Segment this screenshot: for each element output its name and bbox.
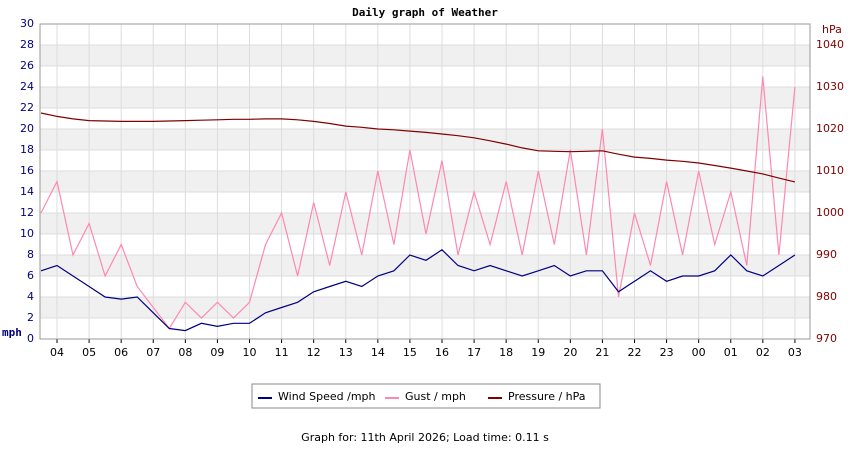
y-tick-label: 2 <box>27 311 34 324</box>
y2-tick-label: 1000 <box>816 206 844 219</box>
x-tick-label: 05 <box>82 346 96 359</box>
x-tick-label: 18 <box>499 346 513 359</box>
x-tick-label: 08 <box>178 346 192 359</box>
y-tick-label: 0 <box>27 332 34 345</box>
y2-axis-label: hPa <box>822 23 842 36</box>
legend-label: Gust / mph <box>405 390 466 403</box>
x-tick-label: 22 <box>628 346 642 359</box>
x-tick-label: 15 <box>403 346 417 359</box>
y-tick-label: 16 <box>20 164 34 177</box>
y-tick-label: 28 <box>20 38 34 51</box>
y-tick-label: 6 <box>27 269 34 282</box>
x-tick-label: 20 <box>563 346 577 359</box>
grid-band <box>40 87 810 108</box>
y-tick-label: 12 <box>20 206 34 219</box>
x-tick-label: 09 <box>210 346 224 359</box>
y2-tick-label: 1010 <box>816 164 844 177</box>
y-tick-label: 20 <box>20 122 34 135</box>
y2-tick-label: 970 <box>816 332 837 345</box>
x-tick-label: 04 <box>50 346 64 359</box>
x-tick-label: 19 <box>531 346 545 359</box>
plot-frame <box>39 23 811 340</box>
legend-label: Pressure / hPa <box>508 390 586 403</box>
x-tick-label: 07 <box>146 346 160 359</box>
grid-band <box>40 129 810 150</box>
y-tick-label: 8 <box>27 248 34 261</box>
y2-tick-label: 1020 <box>816 122 844 135</box>
x-tick-label: 23 <box>660 346 674 359</box>
x-tick-label: 21 <box>595 346 609 359</box>
x-tick-label: 10 <box>243 346 257 359</box>
series-line <box>40 112 796 183</box>
x-tick-label: 03 <box>788 346 802 359</box>
grid-band <box>40 255 810 276</box>
y-tick-label: 4 <box>27 290 34 303</box>
chart-title: Daily graph of Weather <box>352 6 498 19</box>
y2-tick-label: 990 <box>816 248 837 261</box>
y2-tick-label: 1030 <box>816 80 844 93</box>
y-axis-label: mph <box>2 326 22 339</box>
x-tick-label: 17 <box>467 346 481 359</box>
x-tick-label: 12 <box>307 346 321 359</box>
x-tick-label: 00 <box>692 346 706 359</box>
grid-band <box>40 297 810 318</box>
x-tick-label: 16 <box>435 346 449 359</box>
x-tick-label: 06 <box>114 346 128 359</box>
x-tick-label: 13 <box>339 346 353 359</box>
y-tick-label: 26 <box>20 59 34 72</box>
legend-label: Wind Speed /mph <box>278 390 376 403</box>
legend-box <box>251 383 601 409</box>
series-line <box>40 249 796 332</box>
y-tick-label: 30 <box>20 17 34 30</box>
series-line <box>40 76 796 330</box>
y-tick-label: 24 <box>20 80 34 93</box>
x-tick-label: 11 <box>275 346 289 359</box>
y2-tick-label: 980 <box>816 290 837 303</box>
y2-tick-label: 1040 <box>816 38 844 51</box>
grid-band <box>40 171 810 192</box>
footer: Graph for: 11th April 2026; Load time: 0… <box>301 431 549 444</box>
grid-band <box>40 45 810 66</box>
x-tick-label: 02 <box>756 346 770 359</box>
y-tick-label: 10 <box>20 227 34 240</box>
grid-band <box>40 213 810 234</box>
x-tick-label: 01 <box>724 346 738 359</box>
x-tick-label: 14 <box>371 346 385 359</box>
y-tick-label: 22 <box>20 101 34 114</box>
y-tick-label: 18 <box>20 143 34 156</box>
y-tick-label: 14 <box>20 185 34 198</box>
